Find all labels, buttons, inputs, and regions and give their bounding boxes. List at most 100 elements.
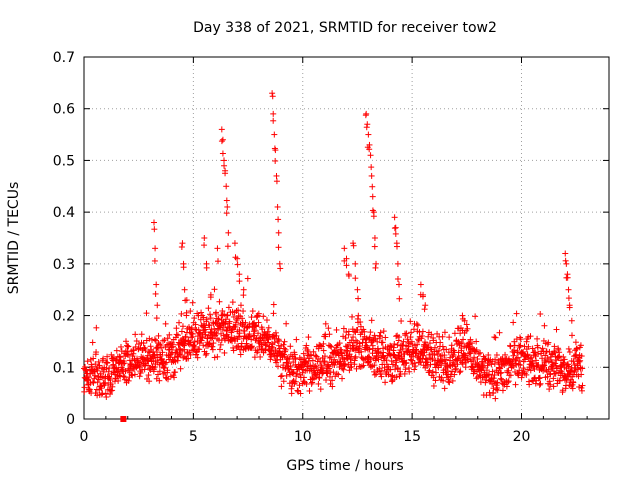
data-point xyxy=(253,322,260,329)
data-point xyxy=(550,375,557,382)
data-point xyxy=(300,378,307,385)
data-point xyxy=(543,359,549,366)
data-point xyxy=(396,334,402,341)
data-point xyxy=(90,355,97,362)
data-point xyxy=(421,306,428,313)
data-point xyxy=(472,313,479,320)
data-point xyxy=(163,359,170,366)
chart-title: Day 338 of 2021, SRMTID for receiver tow… xyxy=(193,20,497,36)
data-point xyxy=(203,316,210,323)
data-point xyxy=(236,330,243,337)
data-point xyxy=(104,359,111,366)
data-point xyxy=(446,334,453,341)
data-point xyxy=(537,380,544,387)
data-point xyxy=(273,178,280,185)
data-point xyxy=(162,360,169,367)
data-point xyxy=(305,334,312,341)
data-point xyxy=(556,377,563,384)
data-point xyxy=(171,374,178,381)
data-point xyxy=(98,391,105,398)
data-point xyxy=(138,331,145,338)
data-point xyxy=(527,333,534,340)
data-point xyxy=(163,342,170,349)
data-point xyxy=(306,387,313,394)
data-point xyxy=(130,347,137,354)
data-point xyxy=(202,326,209,333)
data-point xyxy=(226,318,233,325)
data-point xyxy=(271,131,278,138)
data-point xyxy=(333,326,340,333)
data-point xyxy=(388,358,395,365)
x-tick-label: 0 xyxy=(80,429,89,445)
data-point xyxy=(429,368,436,375)
data-point xyxy=(459,361,466,368)
data-point xyxy=(188,324,195,331)
data-point xyxy=(423,356,430,363)
data-point xyxy=(157,342,164,349)
data-point xyxy=(270,117,277,124)
data-point xyxy=(308,380,315,387)
data-point xyxy=(93,349,100,356)
data-point xyxy=(556,353,563,360)
data-point xyxy=(287,363,294,370)
data-point xyxy=(234,261,241,268)
data-point xyxy=(355,312,362,319)
data-point xyxy=(570,358,577,365)
data-point xyxy=(221,157,227,164)
data-point xyxy=(456,369,463,376)
data-point xyxy=(565,345,572,352)
data-point xyxy=(129,372,136,379)
data-point xyxy=(275,216,282,223)
data-point xyxy=(219,150,226,157)
data-point xyxy=(576,358,583,365)
data-point xyxy=(476,372,483,379)
data-point xyxy=(141,366,148,373)
data-point xyxy=(442,356,449,363)
data-point xyxy=(403,359,410,366)
axis-ticks: 0 0.1 0.2 0.3 0.4 0.5 0.6 0.7 0 5 10 15 20 xyxy=(53,50,609,445)
data-point xyxy=(448,342,455,349)
data-point xyxy=(109,383,116,390)
data-point xyxy=(330,369,337,376)
data-point xyxy=(307,362,314,369)
data-point xyxy=(264,328,271,335)
data-point xyxy=(84,377,91,384)
data-point xyxy=(398,318,405,325)
y-tick-label: 0 xyxy=(66,412,75,428)
data-point xyxy=(562,257,569,264)
data-point xyxy=(236,271,243,278)
data-point xyxy=(371,235,378,241)
data-point xyxy=(231,240,238,247)
data-point xyxy=(174,332,181,339)
data-point xyxy=(270,301,277,308)
data-point xyxy=(275,229,282,236)
data-point xyxy=(221,336,228,343)
data-point xyxy=(505,367,512,374)
data-point xyxy=(218,126,225,133)
y-tick-label: 0.2 xyxy=(53,309,75,325)
data-point xyxy=(483,376,490,383)
data-point xyxy=(443,346,450,353)
data-point xyxy=(536,374,543,381)
data-point xyxy=(365,131,372,138)
data-point xyxy=(517,336,524,343)
data-point xyxy=(441,329,448,336)
data-point xyxy=(325,325,332,332)
data-point xyxy=(498,369,505,376)
data-point xyxy=(161,337,168,344)
data-point xyxy=(327,342,334,349)
data-point xyxy=(533,357,540,364)
data-point xyxy=(176,319,183,326)
data-point xyxy=(145,362,152,369)
data-point xyxy=(224,203,231,210)
data-point xyxy=(103,360,110,367)
data-point xyxy=(409,349,416,356)
data-point xyxy=(234,255,241,262)
data-point xyxy=(504,379,511,386)
data-point xyxy=(460,336,467,343)
data-point xyxy=(578,353,585,360)
data-point xyxy=(241,327,248,334)
data-point xyxy=(289,370,296,377)
data-point xyxy=(176,351,183,358)
data-point xyxy=(331,361,338,368)
